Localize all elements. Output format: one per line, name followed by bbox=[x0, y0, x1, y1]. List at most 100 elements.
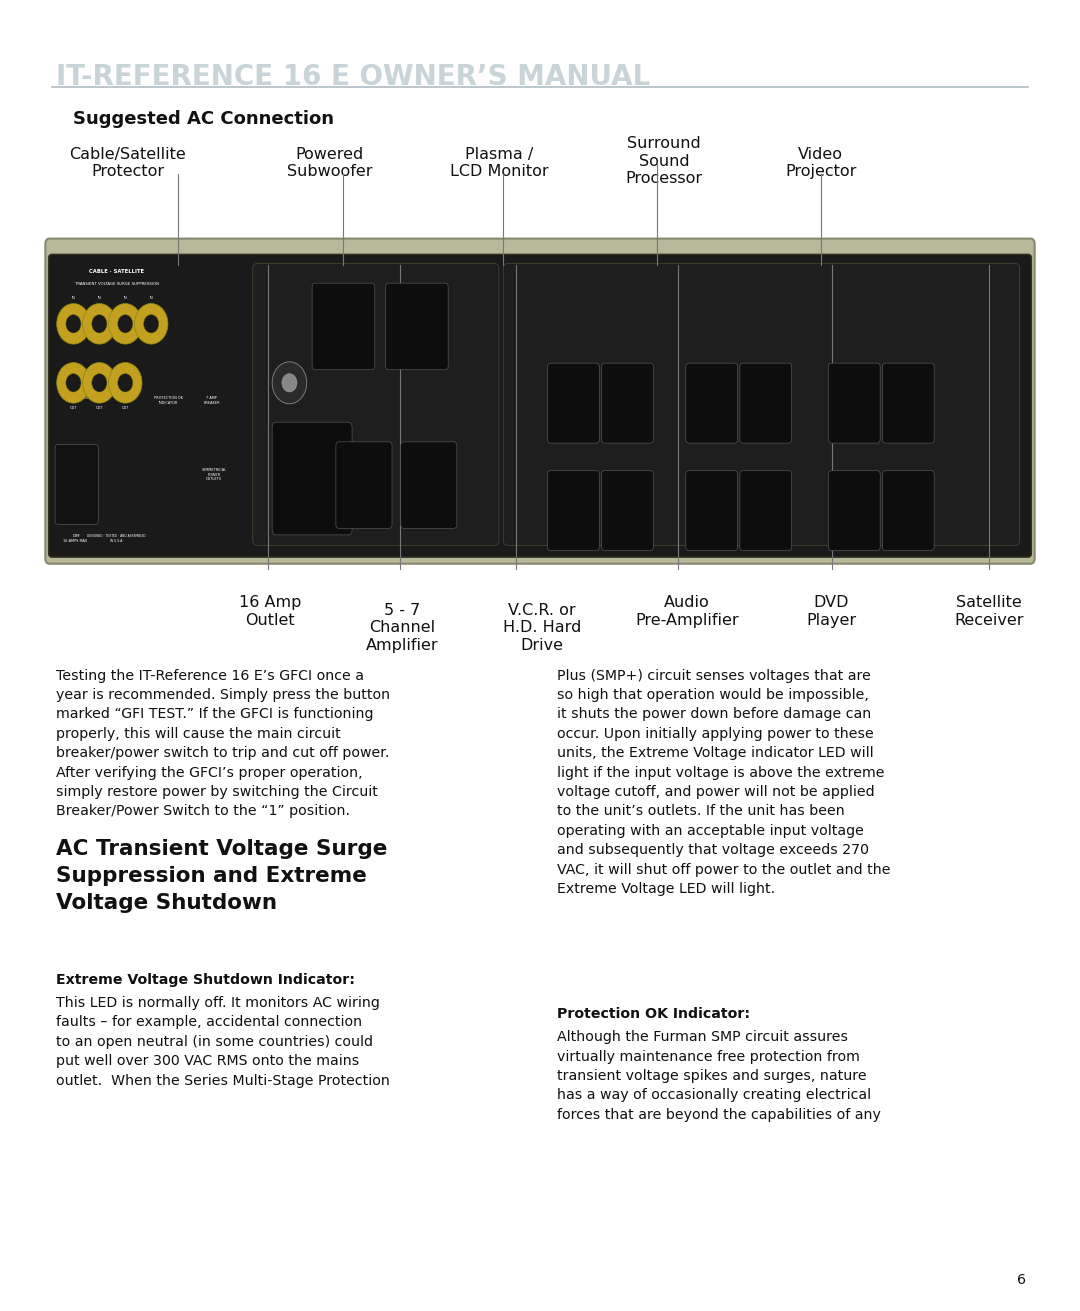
Text: operating with an acceptable input voltage: operating with an acceptable input volta… bbox=[557, 823, 864, 838]
Text: SYMMETRICAL
POWER
OUTLETS: SYMMETRICAL POWER OUTLETS bbox=[201, 468, 227, 481]
Text: C: C bbox=[879, 379, 886, 387]
Text: Surround
Sound
Processor: Surround Sound Processor bbox=[625, 136, 703, 186]
Text: Audio
Pre-Amplifier: Audio Pre-Amplifier bbox=[635, 595, 739, 628]
Text: year is recommended. Simply press the button: year is recommended. Simply press the bu… bbox=[56, 688, 390, 701]
Text: 16 AMP OUTLET: 16 AMP OUTLET bbox=[314, 383, 342, 387]
Text: occur. Upon initially applying power to these: occur. Upon initially applying power to … bbox=[557, 726, 874, 741]
Text: VAC, it will shut off power to the outlet and the: VAC, it will shut off power to the outle… bbox=[557, 863, 891, 877]
Text: 5 - 7
Channel
Amplifier: 5 - 7 Channel Amplifier bbox=[365, 603, 438, 653]
Text: TRANSIENT VOLTAGE SURGE SUPPRESSION: TRANSIENT VOLTAGE SURGE SUPPRESSION bbox=[75, 282, 159, 286]
Text: V.C.R. or
H.D. Hard
Drive: V.C.R. or H.D. Hard Drive bbox=[503, 603, 581, 653]
Text: so high that operation would be impossible,: so high that operation would be impossib… bbox=[557, 688, 869, 701]
Circle shape bbox=[83, 362, 117, 404]
Circle shape bbox=[108, 304, 143, 345]
Text: 16 AMPS MAX: 16 AMPS MAX bbox=[63, 539, 86, 543]
FancyBboxPatch shape bbox=[686, 471, 738, 551]
Text: to an open neutral (in some countries) could: to an open neutral (in some countries) c… bbox=[56, 1034, 374, 1049]
Text: units, the Extreme Voltage indicator LED will: units, the Extreme Voltage indicator LED… bbox=[557, 746, 874, 760]
Text: —: — bbox=[416, 324, 422, 329]
Text: forces that are beyond the capabilities of any: forces that are beyond the capabilities … bbox=[557, 1108, 881, 1122]
Text: Extreme Voltage Shutdown Indicator:: Extreme Voltage Shutdown Indicator: bbox=[56, 973, 355, 987]
Circle shape bbox=[108, 362, 143, 404]
FancyBboxPatch shape bbox=[602, 471, 653, 551]
Text: Plus (SMP+) circuit senses voltages that are: Plus (SMP+) circuit senses voltages that… bbox=[557, 669, 872, 683]
Text: IN: IN bbox=[71, 296, 76, 300]
FancyBboxPatch shape bbox=[401, 442, 457, 528]
Text: outlet.  When the Series Multi-Stage Protection: outlet. When the Series Multi-Stage Prot… bbox=[56, 1074, 390, 1088]
Text: Although the Furman SMP circuit assures: Although the Furman SMP circuit assures bbox=[557, 1030, 848, 1044]
FancyBboxPatch shape bbox=[336, 442, 392, 528]
Text: ANALOG · DIGITAL · VIDEO · COMPONENTS: ANALOG · DIGITAL · VIDEO · COMPONENTS bbox=[693, 271, 829, 277]
FancyBboxPatch shape bbox=[602, 363, 653, 443]
Text: light if the input voltage is above the extreme: light if the input voltage is above the … bbox=[557, 766, 885, 780]
Text: PROTECTION OK
INDICATOR: PROTECTION OK INDICATOR bbox=[154, 396, 183, 405]
Circle shape bbox=[272, 362, 307, 404]
FancyBboxPatch shape bbox=[686, 363, 738, 443]
Text: —: — bbox=[342, 324, 349, 329]
Text: has a way of occasionally creating electrical: has a way of occasionally creating elect… bbox=[557, 1088, 872, 1103]
Text: OUT: OUT bbox=[70, 406, 77, 410]
Text: DESIGNED · TESTED · AND ASSEMBLED
IN U.S.A.: DESIGNED · TESTED · AND ASSEMBLED IN U.S… bbox=[87, 534, 146, 543]
Text: Cable/Satellite
Protector: Cable/Satellite Protector bbox=[69, 147, 186, 180]
Text: Protection OK Indicator:: Protection OK Indicator: bbox=[557, 1007, 751, 1021]
Circle shape bbox=[66, 315, 81, 333]
Text: 10 AMP
POWER AMPLIFIER
OUTLETS: 10 AMP POWER AMPLIFIER OUTLETS bbox=[268, 413, 300, 426]
Text: OUT: OUT bbox=[122, 406, 129, 410]
FancyBboxPatch shape bbox=[828, 471, 880, 551]
FancyBboxPatch shape bbox=[882, 471, 934, 551]
Text: B: B bbox=[737, 379, 743, 387]
Text: WARNING · TECHNICAL POWER
DO NOT CONNECT TO LIGHTING EQUIPMENT
FOR ELECTRONIC US: WARNING · TECHNICAL POWER DO NOT CONNECT… bbox=[717, 524, 795, 538]
Text: Testing the IT-Reference 16 E’s GFCI once a: Testing the IT-Reference 16 E’s GFCI onc… bbox=[56, 669, 364, 683]
FancyBboxPatch shape bbox=[253, 264, 499, 545]
Circle shape bbox=[144, 315, 159, 333]
Text: IN: IN bbox=[97, 296, 102, 300]
Text: Plasma /
LCD Monitor: Plasma / LCD Monitor bbox=[449, 147, 549, 180]
Text: IT-REFERENCE 16 E OWNER’S MANUAL: IT-REFERENCE 16 E OWNER’S MANUAL bbox=[56, 63, 650, 90]
Text: Suppression and Extreme: Suppression and Extreme bbox=[56, 867, 367, 886]
Text: 230 V~ 50/60Hz: 230 V~ 50/60Hz bbox=[65, 396, 98, 400]
Circle shape bbox=[57, 362, 91, 404]
FancyBboxPatch shape bbox=[49, 254, 1031, 557]
Text: After verifying the GFCI’s proper operation,: After verifying the GFCI’s proper operat… bbox=[56, 766, 363, 780]
FancyBboxPatch shape bbox=[386, 283, 448, 370]
Circle shape bbox=[66, 374, 81, 392]
Text: This LED is normally off. It monitors AC wiring: This LED is normally off. It monitors AC… bbox=[56, 996, 380, 1009]
FancyBboxPatch shape bbox=[740, 471, 792, 551]
Text: A: A bbox=[598, 379, 605, 387]
FancyBboxPatch shape bbox=[740, 363, 792, 443]
Text: 10 AMP
BREAKER: 10 AMP BREAKER bbox=[268, 324, 284, 333]
Text: 10 AMP OUTLETS: 10 AMP OUTLETS bbox=[404, 383, 434, 387]
Text: CE: CE bbox=[945, 498, 956, 503]
FancyBboxPatch shape bbox=[503, 264, 1020, 545]
Text: CAUTION!: CAUTION! bbox=[364, 534, 388, 538]
Text: TOTAL COMBINED
OUTPUT 16A MAXIMUM: TOTAL COMBINED OUTPUT 16A MAXIMUM bbox=[573, 528, 615, 538]
Circle shape bbox=[118, 374, 133, 392]
Text: IN: IN bbox=[123, 296, 127, 300]
Circle shape bbox=[57, 304, 91, 345]
Text: breaker/power switch to trip and cut off power.: breaker/power switch to trip and cut off… bbox=[56, 746, 390, 760]
Text: Voltage Shutdown: Voltage Shutdown bbox=[56, 893, 278, 912]
Text: properly, this will cause the main circuit: properly, this will cause the main circu… bbox=[56, 726, 341, 741]
Text: Breaker/Power Switch to the “1” position.: Breaker/Power Switch to the “1” position… bbox=[56, 805, 350, 818]
Circle shape bbox=[282, 374, 297, 392]
Text: voltage cutoff, and power will not be applied: voltage cutoff, and power will not be ap… bbox=[557, 785, 875, 798]
Text: POWER AMPLIFIERS: POWER AMPLIFIERS bbox=[343, 271, 408, 277]
Text: DISCRETE · SYMMETRICALLY BALANCED · LINEARLY FILTERED AC POWER: DISCRETE · SYMMETRICALLY BALANCED · LINE… bbox=[698, 287, 825, 291]
Text: and subsequently that voltage exceeds 270: and subsequently that voltage exceeds 27… bbox=[557, 843, 869, 857]
Text: Suggested AC Connection: Suggested AC Connection bbox=[73, 110, 335, 128]
Text: Powered
Subwoofer: Powered Subwoofer bbox=[286, 147, 373, 180]
FancyBboxPatch shape bbox=[548, 471, 599, 551]
Circle shape bbox=[118, 315, 133, 333]
Text: Video
Projector: Video Projector bbox=[785, 147, 856, 180]
Text: ALL SYMMETRICAL OUTLETS ARE GFCI PROTECTED · 4A PER OUTLET · MAXIMUM · 7A TOTAL : ALL SYMMETRICAL OUTLETS ARE GFCI PROTECT… bbox=[680, 300, 842, 304]
Text: to the unit’s outlets. If the unit has been: to the unit’s outlets. If the unit has b… bbox=[557, 805, 845, 818]
FancyBboxPatch shape bbox=[272, 422, 352, 535]
Text: IN: IN bbox=[149, 296, 153, 300]
Text: 7 AMP
BREAKER: 7 AMP BREAKER bbox=[203, 396, 220, 405]
Text: faults – for example, accidental connection: faults – for example, accidental connect… bbox=[56, 1016, 362, 1029]
Text: LINEARLY FILTERED AC POWER: LINEARLY FILTERED AC POWER bbox=[347, 300, 405, 304]
Text: put well over 300 VAC RMS onto the mains: put well over 300 VAC RMS onto the mains bbox=[56, 1054, 360, 1068]
Text: AC Transient Voltage Surge: AC Transient Voltage Surge bbox=[56, 839, 388, 859]
Text: HIGH CURRENT · ULTRA LOW IMPEDANCE: HIGH CURRENT · ULTRA LOW IMPEDANCE bbox=[336, 287, 416, 291]
Circle shape bbox=[92, 374, 107, 392]
